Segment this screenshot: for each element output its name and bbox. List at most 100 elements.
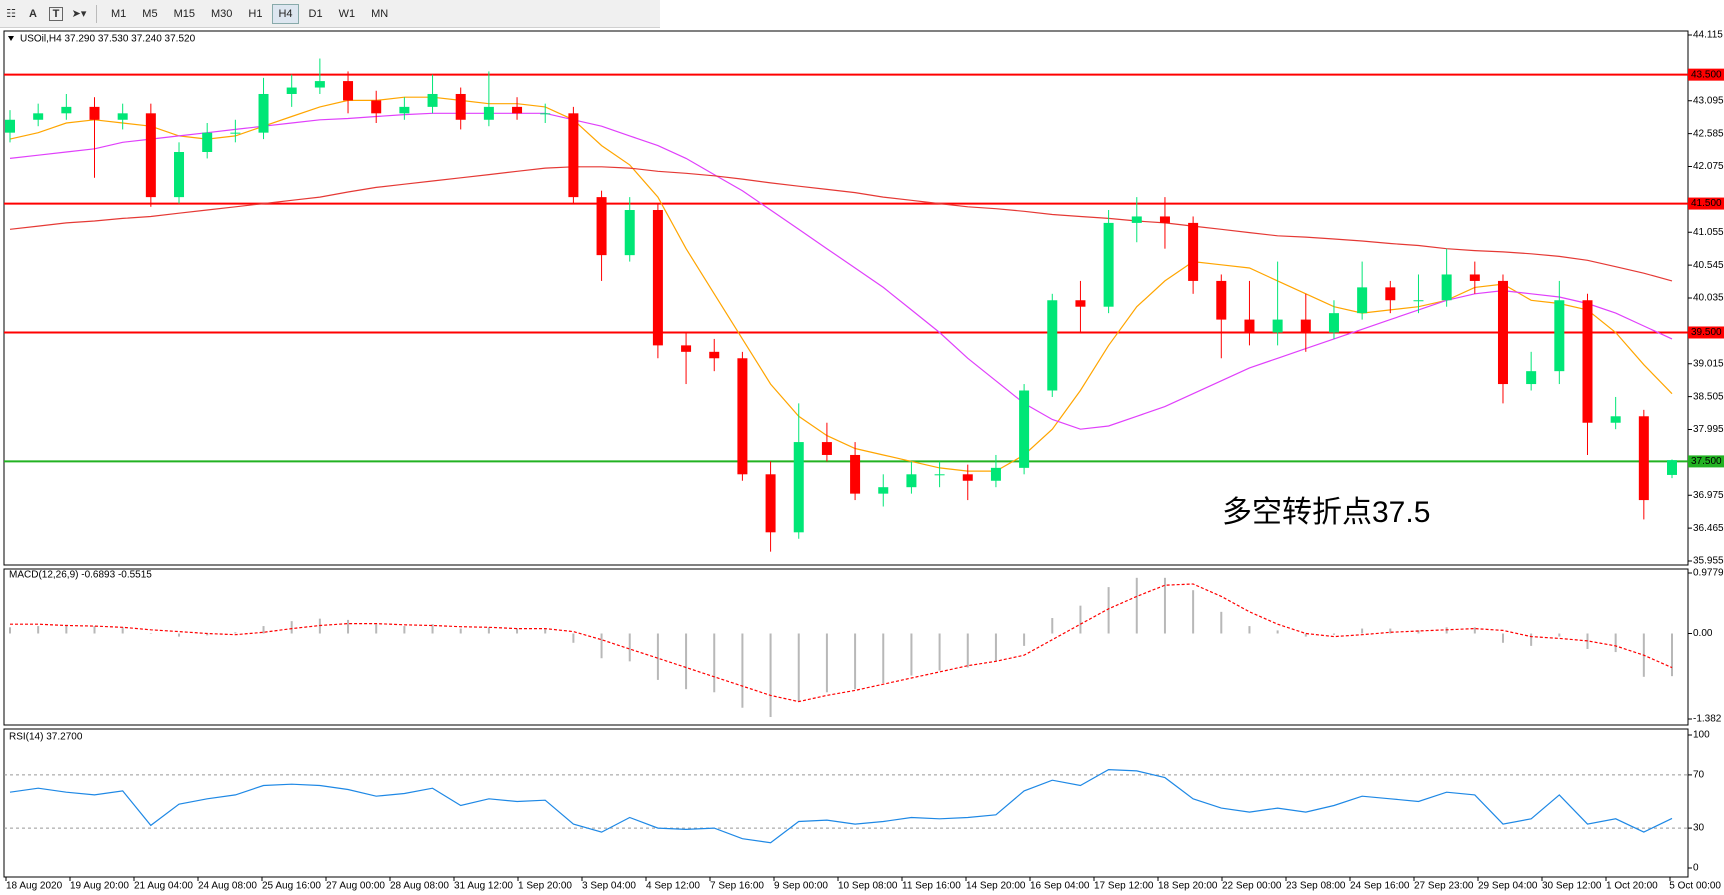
candle-body <box>89 106 100 120</box>
candle-body <box>455 93 466 120</box>
histogram-bar <box>516 628 519 634</box>
x-tick-label: 24 Sep 16:00 <box>1350 881 1410 892</box>
panel-title: USOil,H4 37.290 37.530 37.240 37.520 <box>20 34 196 45</box>
candle-body <box>371 100 382 114</box>
x-tick-label: 3 Sep 04:00 <box>582 881 636 892</box>
histogram-bar <box>459 628 462 634</box>
candle-body <box>934 474 945 476</box>
timeframe-button[interactable]: W1 <box>338 7 356 20</box>
histogram-bar <box>1276 630 1279 634</box>
level-tag <box>1688 197 1724 210</box>
candle-body <box>314 81 325 88</box>
candle-body <box>1413 300 1424 302</box>
macd-frame <box>3 568 1689 726</box>
candle-body <box>258 93 269 133</box>
timeframe-button[interactable]: M30 <box>210 7 233 20</box>
timeframe-button[interactable]: M1 <box>111 7 127 20</box>
candle-body <box>427 93 438 107</box>
histogram-bar <box>1558 633 1561 637</box>
histogram-bar <box>37 626 40 634</box>
tool-icon[interactable]: ☷ <box>6 8 16 20</box>
timeframe-button[interactable]: D1 <box>308 7 323 20</box>
level-tag <box>1688 326 1724 339</box>
timeframe-button[interactable]: M15 <box>173 7 195 20</box>
timeframe-button[interactable]: MN <box>371 7 389 20</box>
indicator-line <box>9 112 1673 430</box>
histogram-bar <box>1079 605 1082 634</box>
histogram-bar <box>685 633 688 690</box>
x-tick-label: 1 Oct 20:00 <box>1606 881 1658 892</box>
histogram-bar <box>713 633 716 693</box>
x-tick-label: 9 Sep 00:00 <box>774 881 828 892</box>
candle-body <box>1075 300 1086 307</box>
candle-body <box>568 113 579 198</box>
candle-body <box>174 151 185 198</box>
candle-body <box>793 442 804 533</box>
histogram-bar <box>1107 587 1110 634</box>
timeframe-button[interactable]: H1 <box>248 7 263 20</box>
histogram-bar <box>1614 633 1617 653</box>
x-tick-label: 19 Aug 20:00 <box>70 881 129 892</box>
histogram-bar <box>290 621 293 634</box>
histogram-bar <box>1023 633 1026 646</box>
candle-body <box>343 81 354 101</box>
text-tool[interactable]: A <box>29 7 37 20</box>
x-tick-label: 7 Sep 16:00 <box>710 881 764 892</box>
x-tick-label: 5 Oct 00:00 <box>1669 881 1721 892</box>
timeframe-button[interactable]: M5 <box>142 7 158 20</box>
candle-body <box>1103 222 1114 307</box>
candle-body <box>230 132 241 134</box>
histogram-bar <box>149 633 152 634</box>
histogram-bar <box>656 633 659 680</box>
histogram-bar <box>1220 611 1223 634</box>
y-tick-label: 38.505 <box>1693 391 1724 402</box>
x-tick-label: 16 Sep 04:00 <box>1030 881 1090 892</box>
label-tool[interactable]: T <box>49 6 63 21</box>
histogram-bar <box>938 633 941 671</box>
indicator-line <box>9 166 1673 282</box>
histogram-bar <box>1304 633 1307 637</box>
candle-body <box>1188 222 1199 281</box>
x-tick-label: 31 Aug 12:00 <box>454 881 513 892</box>
candle-body <box>117 113 128 120</box>
panel-title: MACD(12,26,9) -0.6893 -0.5515 <box>9 570 152 581</box>
candle-body <box>596 197 607 256</box>
shapes-tool[interactable]: ➤▾ <box>71 8 87 20</box>
y-tick-label: 36.975 <box>1693 490 1724 501</box>
histogram-bar <box>1389 628 1392 634</box>
candle-body <box>202 132 213 152</box>
indicator-line <box>9 768 1673 844</box>
histogram-bar <box>769 633 772 718</box>
level-label: 41.500 <box>1691 198 1722 209</box>
x-tick-label: 28 Aug 08:00 <box>390 881 449 892</box>
candle-body <box>286 87 297 94</box>
candle-body <box>483 106 494 120</box>
histogram-bar <box>375 624 378 634</box>
histogram-bar <box>1332 633 1335 635</box>
level-label: 43.500 <box>1691 69 1722 80</box>
histogram-bar <box>825 633 828 693</box>
y-tick-label: 36.465 <box>1693 523 1724 534</box>
y-tick-label: 35.955 <box>1693 556 1724 567</box>
candle-body <box>1385 287 1396 301</box>
histogram-bar <box>600 633 603 659</box>
candle-body <box>1047 300 1058 391</box>
histogram-bar <box>93 626 96 634</box>
y-tick-label: 70 <box>1693 770 1705 781</box>
candle-body <box>681 345 692 352</box>
histogram-bar <box>854 633 857 690</box>
histogram-bar <box>1192 590 1195 634</box>
x-tick-label: 10 Sep 08:00 <box>838 881 898 892</box>
candle-body <box>1216 280 1227 320</box>
histogram-bar <box>1248 626 1251 634</box>
histogram-bar <box>65 624 68 634</box>
candle-body <box>737 358 748 475</box>
timeframe-button[interactable]: H4 <box>272 3 299 24</box>
candle-body <box>1582 300 1593 423</box>
y-tick-label: 0.00 <box>1693 628 1713 639</box>
x-tick-label: 23 Sep 08:00 <box>1286 881 1346 892</box>
candle-body <box>1638 416 1649 501</box>
rsi-frame <box>3 728 1689 878</box>
x-tick-label: 30 Sep 12:00 <box>1542 881 1602 892</box>
